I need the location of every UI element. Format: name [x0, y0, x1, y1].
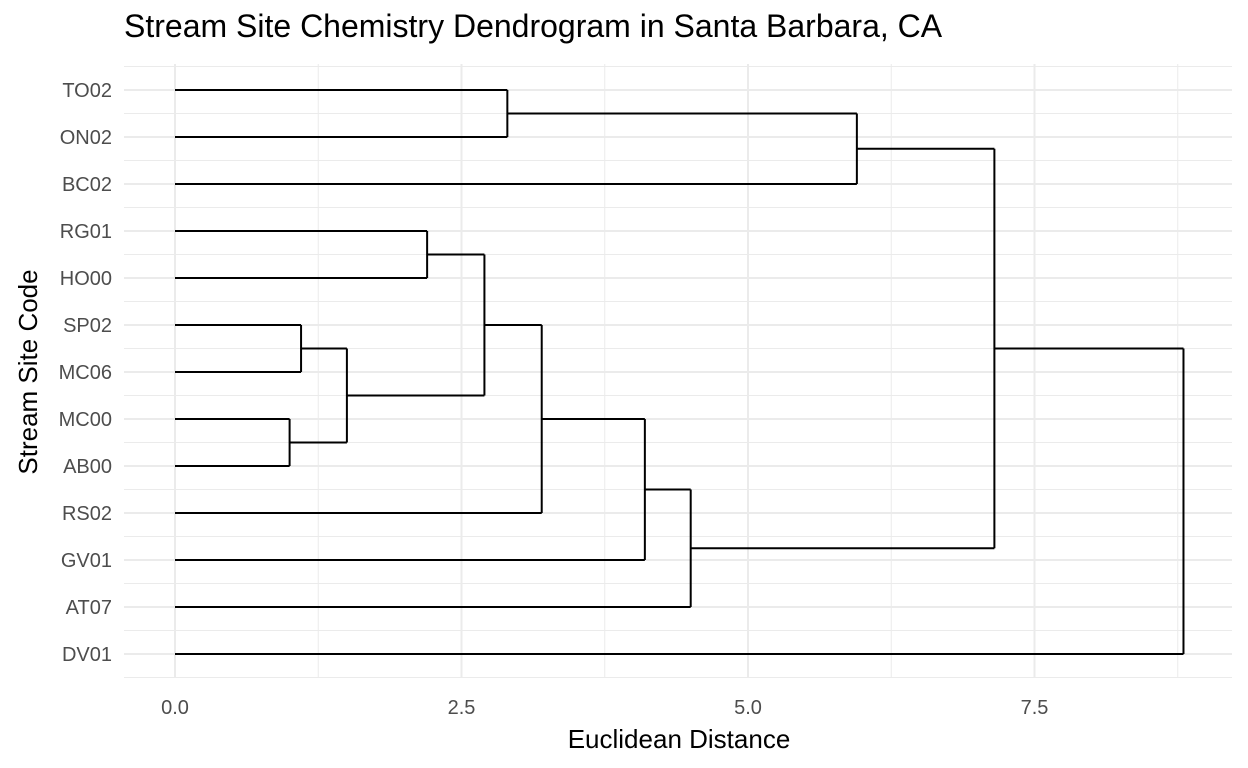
y-tick-label: DV01 [62, 644, 112, 666]
y-tick-label: BC02 [62, 174, 112, 196]
y-tick-label: HO00 [60, 268, 112, 290]
y-tick-label: AT07 [66, 597, 112, 619]
y-tick-label: MC06 [59, 362, 112, 384]
x-tick-label: 2.5 [448, 697, 476, 719]
y-tick-labels: TO02 ON02 BC02 RG01 HO00 SP02 MC06 MC00 AB00 RS02… [59, 80, 112, 666]
y-tick-label: RG01 [60, 221, 112, 243]
x-tick-label: 0.0 [161, 697, 189, 719]
y-tick-label: ON02 [60, 127, 112, 149]
x-tick-labels: 0.0 2.5 5.0 7.5 [161, 697, 1048, 719]
y-tick-label: SP02 [63, 315, 112, 337]
y-axis-title: Stream Site Code [13, 269, 43, 474]
y-tick-label: TO02 [62, 80, 112, 102]
x-tick-label: 7.5 [1021, 697, 1049, 719]
y-tick-label: RS02 [62, 503, 112, 525]
dendrogram-branches [175, 89, 1185, 655]
y-tick-label: MC00 [59, 409, 112, 431]
y-tick-label: GV01 [61, 550, 112, 572]
y-tick-label: AB00 [63, 456, 112, 478]
chart-title: Stream Site Chemistry Dendrogram in Sant… [124, 8, 943, 44]
x-tick-label: 5.0 [734, 697, 762, 719]
x-axis-title: Euclidean Distance [568, 724, 791, 754]
